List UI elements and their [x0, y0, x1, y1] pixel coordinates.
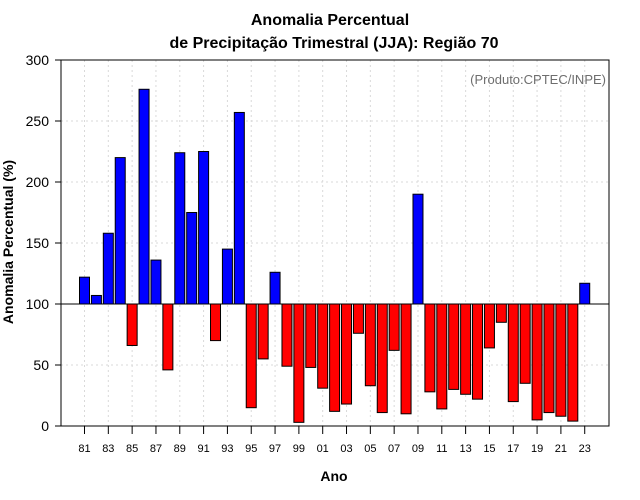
x-tick-label: 07 [388, 443, 400, 455]
y-axis-label: Anomalia Percentual (%) [0, 160, 16, 324]
x-tick-label: 93 [221, 443, 233, 455]
bar-18 [519, 303, 531, 384]
y-tick-label: 100 [26, 296, 50, 312]
bar-84 [114, 157, 126, 305]
x-tick-label: 05 [364, 443, 376, 455]
x-tick-label: 89 [174, 443, 186, 455]
bar-10 [424, 303, 436, 393]
y-tick-label: 50 [33, 357, 49, 373]
bar-04 [352, 303, 364, 334]
bar-11 [436, 303, 448, 410]
x-axis-label: Ano [320, 468, 347, 484]
x-tick-label: 09 [412, 443, 424, 455]
bar-99 [293, 303, 305, 423]
bar-94 [233, 111, 245, 305]
bar-13 [460, 303, 472, 395]
bar-17 [507, 303, 519, 403]
y-axis: 0 50 100 150 200 250 300 [26, 52, 61, 434]
bar-01 [317, 303, 329, 389]
x-tick-label: 21 [555, 443, 567, 455]
bar-22 [567, 303, 579, 422]
y-tick-label: 200 [26, 174, 50, 190]
bar-88 [162, 303, 174, 371]
x-tick-label: 85 [126, 443, 138, 455]
bar-96 [257, 303, 269, 360]
x-tick-label: 83 [102, 443, 114, 455]
bar-02 [329, 303, 341, 412]
y-tick-label: 150 [26, 235, 50, 251]
bar-92 [210, 303, 222, 342]
bar-06 [376, 303, 388, 414]
x-axis: 81 83 85 87 89 91 93 95 97 99 01 03 05 07 09 11 13 15 17 19… [78, 426, 591, 455]
bar-82 [90, 294, 102, 305]
x-tick-label: 81 [78, 443, 90, 455]
chart-title-line1: Anomalia Percentual [251, 12, 409, 29]
x-tick-label: 03 [340, 443, 352, 455]
x-tick-label: 11 [436, 443, 447, 455]
bar-89 [174, 152, 186, 305]
bar-14 [472, 303, 484, 400]
x-tick-label: 13 [459, 443, 471, 455]
bar-90 [186, 212, 198, 305]
bar-93 [221, 248, 233, 305]
bar-20 [543, 303, 555, 414]
chart-title-line2: de Precipitação Trimestral (JJA): Região… [169, 35, 498, 52]
x-tick-label: 99 [293, 443, 305, 455]
credit-label: (Produto:CPTEC/INPE) [470, 72, 606, 87]
bar-91 [198, 151, 210, 305]
y-tick-label: 300 [26, 52, 50, 68]
bar-15 [483, 303, 495, 349]
bar-08 [400, 303, 412, 415]
x-tick-label: 91 [197, 443, 209, 455]
bar-07 [388, 303, 400, 351]
x-tick-label: 17 [507, 443, 519, 455]
x-tick-label: 87 [150, 443, 162, 455]
bar-87 [150, 259, 162, 305]
x-tick-label: 97 [269, 443, 281, 455]
bar-19 [531, 303, 543, 421]
bar-98 [281, 303, 293, 367]
bar-83 [102, 232, 114, 305]
bar-21 [555, 303, 567, 417]
bar-09 [412, 193, 424, 305]
bar-00 [305, 303, 317, 368]
bar-86 [138, 88, 150, 305]
bar-97 [269, 271, 281, 305]
y-tick-label: 250 [26, 113, 50, 129]
bar-95 [245, 303, 257, 409]
y-tick-label: 0 [41, 418, 49, 434]
x-tick-label: 15 [483, 443, 495, 455]
bar-05 [364, 303, 376, 387]
bar-03 [341, 303, 353, 405]
x-tick-label: 01 [317, 443, 329, 455]
x-tick-label: 19 [531, 443, 543, 455]
x-tick-label: 23 [579, 443, 591, 455]
bar-12 [448, 303, 460, 390]
bar-81 [79, 276, 90, 305]
x-tick-label: 95 [245, 443, 257, 455]
bar-16 [495, 303, 507, 323]
bar-85 [126, 303, 138, 346]
bar-23 [579, 282, 591, 305]
